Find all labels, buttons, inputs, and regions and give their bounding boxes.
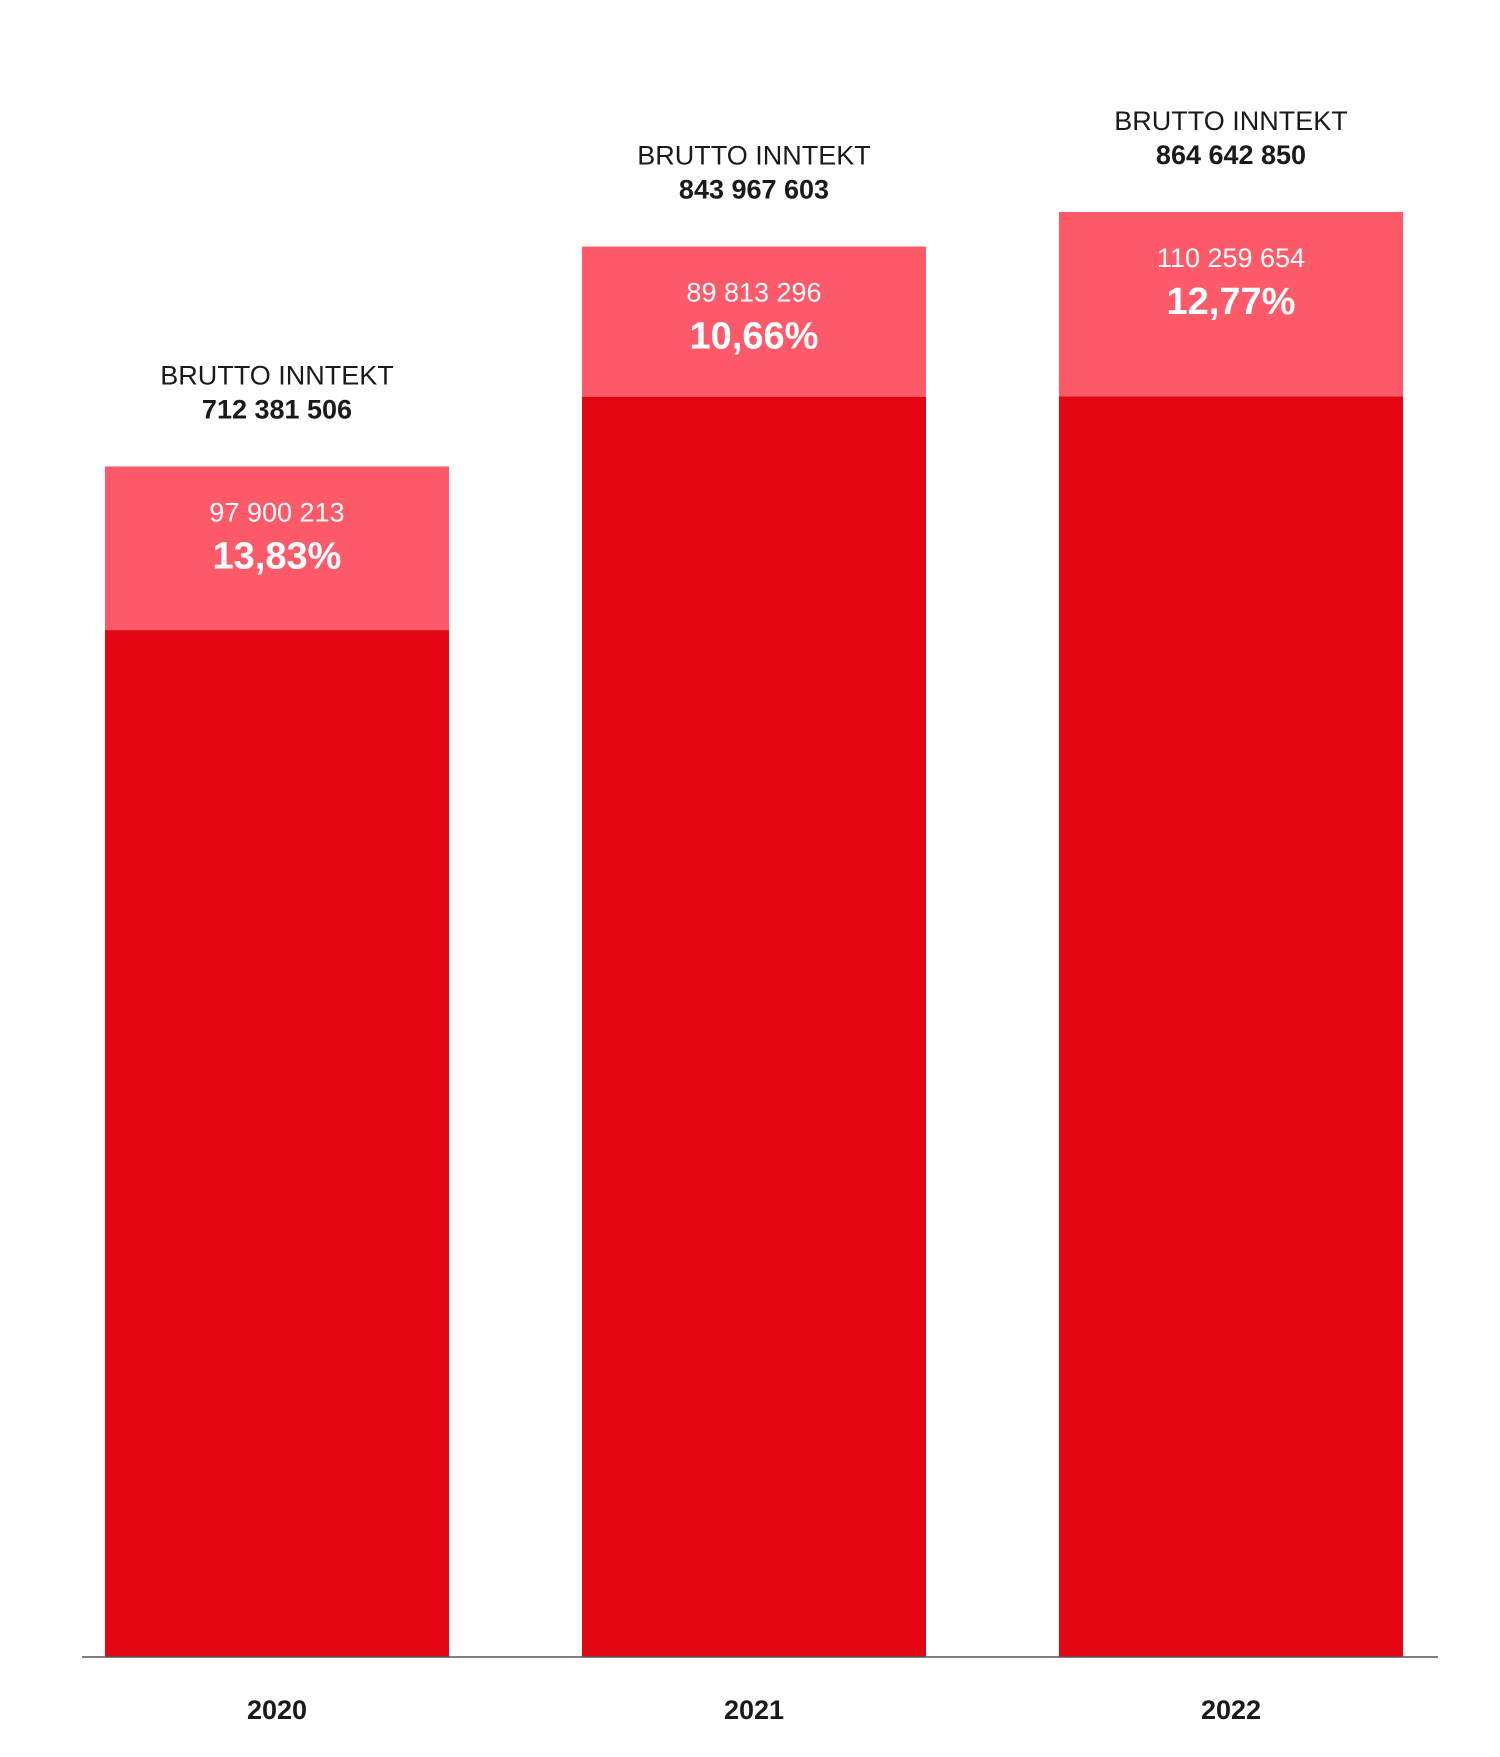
total-value-label-2022: 864 642 850 (1156, 140, 1306, 170)
total-value-label-2020: 712 381 506 (202, 394, 352, 424)
bar-base-2020 (105, 630, 449, 1658)
bar-base-2021 (582, 396, 926, 1657)
top-value-label-2020: 97 900 213 (209, 497, 344, 527)
top-value-label-2021: 89 813 296 (686, 278, 821, 308)
top-value-label-2022: 110 259 654 (1157, 243, 1305, 273)
top-percent-label-2022: 12,77% (1167, 281, 1296, 323)
total-title-label-2020: BRUTTO INNTEKT (160, 360, 394, 390)
bar-top-2020 (105, 466, 449, 631)
x-tick-label-2022: 2022 (1201, 1695, 1261, 1725)
top-percent-label-2020: 13,83% (213, 535, 342, 577)
x-tick-label-2021: 2021 (724, 1695, 784, 1725)
top-percent-label-2021: 10,66% (690, 316, 819, 358)
bar-top-2021 (582, 246, 926, 397)
total-value-label-2021: 843 967 603 (679, 175, 829, 205)
bar-top-2022 (1059, 212, 1403, 397)
total-title-label-2022: BRUTTO INNTEKT (1114, 106, 1348, 136)
bar-base-2022 (1059, 396, 1403, 1657)
x-tick-label-2020: 2020 (247, 1695, 307, 1725)
total-title-label-2021: BRUTTO INNTEKT (637, 141, 871, 171)
